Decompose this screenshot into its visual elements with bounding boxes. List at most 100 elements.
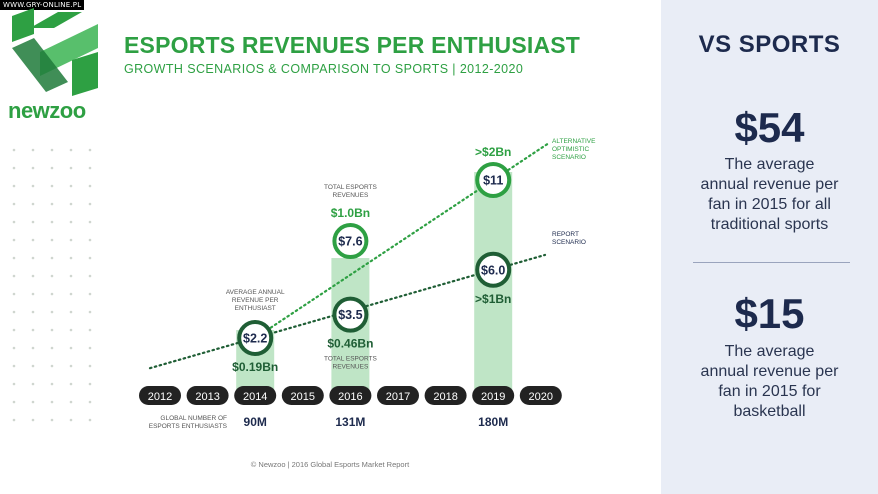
grid-dot (50, 382, 54, 386)
year-pill (186, 386, 229, 405)
grid-dot (69, 148, 73, 152)
grid-dot (12, 418, 16, 422)
report-scenario-label: SCENARIO (552, 239, 586, 246)
side-heading: VS SPORTS (698, 31, 841, 58)
enthusiasts-value: 180M (478, 415, 508, 429)
grid-dot (69, 346, 73, 350)
optimistic-scenario-label: SCENARIO (552, 154, 586, 161)
year-label: 2013 (195, 391, 219, 403)
grid-dot (88, 292, 92, 296)
grid-dot (31, 418, 35, 422)
grid-dot (31, 256, 35, 260)
grid-dot (50, 256, 54, 260)
grid-dot (12, 310, 16, 314)
arpu-annotation: ENTHUSIAST (235, 305, 276, 312)
year-label: 2020 (529, 391, 553, 403)
stat-value-basketball: $15 (734, 290, 805, 337)
enthusiasts-axis-label: GLOBAL NUMBER OF (160, 415, 227, 422)
optimistic-arpu-marker (475, 162, 512, 198)
year-label: 2018 (433, 391, 457, 403)
grid-dot (50, 184, 54, 188)
grid-dot (31, 202, 35, 206)
grid-dot (12, 202, 16, 206)
grid-dot (88, 328, 92, 332)
optimistic-scenario-label: OPTIMISTIC (552, 146, 590, 153)
grid-dot (88, 256, 92, 260)
stat-value-all-sports: $54 (734, 104, 805, 151)
grid-dot (12, 238, 16, 242)
grid-dot (69, 400, 73, 404)
grid-dot (31, 148, 35, 152)
enthusiasts-value: 131M (335, 415, 365, 429)
grid-dot (69, 382, 73, 386)
stat-line: fan in 2015 for all (708, 196, 831, 213)
grid-dot (12, 328, 16, 332)
year-pill (234, 386, 277, 405)
source-footer: © Newzoo | 2016 Global Esports Market Re… (250, 460, 410, 469)
stat-line: annual revenue per (700, 176, 839, 193)
grid-dot (50, 310, 54, 314)
report-revenue-label: $0.19Bn (232, 360, 278, 374)
grid-dot (69, 166, 73, 170)
arpu-annotation: AVERAGE ANNUAL (226, 289, 285, 296)
year-pill (139, 386, 181, 405)
divider (693, 262, 850, 263)
grid-dot (31, 184, 35, 188)
grid-dot (88, 400, 92, 404)
report-arpu-marker-label: $3.5 (338, 308, 362, 322)
stat-line: The average (724, 343, 815, 360)
stat-line: fan in 2015 for (718, 383, 821, 400)
year-label: 2019 (481, 391, 505, 403)
grid-dot (50, 166, 54, 170)
grid-dot (12, 274, 16, 278)
total-revenue-annotation: TOTAL ESPORTS (324, 184, 378, 191)
year-label: 2012 (148, 391, 172, 403)
year-pill (472, 386, 515, 405)
year-label: 2014 (243, 391, 267, 403)
total-revenue-annotation: REVENUES (333, 364, 369, 371)
report-revenue-label: >$1Bn (475, 292, 511, 306)
grid-dot (50, 364, 54, 368)
grid-dot (12, 166, 16, 170)
total-revenue-annotation: TOTAL ESPORTS (324, 356, 378, 363)
report-arpu-marker (237, 320, 274, 356)
grid-dot (88, 238, 92, 242)
grid-dot (88, 184, 92, 188)
grid-dot (69, 220, 73, 224)
year-pill (519, 386, 562, 405)
sports-comparison-panel: VS SPORTS $54 The average annual revenue… (661, 0, 878, 494)
arpu-annotation: REVENUE PER (232, 297, 279, 304)
grid-dot (50, 274, 54, 278)
optimistic-arpu-marker-label: $11 (483, 174, 503, 188)
newzoo-logo-text: newzoo (8, 98, 86, 123)
stat-line: traditional sports (710, 216, 829, 233)
grid-dot (31, 220, 35, 224)
report-scenario-label: REPORT (552, 231, 579, 238)
watermark: WWW.GRY-ONLINE.PL (0, 0, 85, 10)
grid-dot (31, 166, 35, 170)
report-arpu-marker (332, 296, 369, 333)
grid-dot (31, 238, 35, 242)
grid-dot (88, 166, 92, 170)
grid-dot (50, 238, 54, 242)
year-pill (424, 386, 467, 405)
grid-dot (50, 220, 54, 224)
grid-dot (88, 148, 92, 152)
grid-dot (50, 400, 54, 404)
grid-dot (88, 202, 92, 206)
grid-dot (69, 256, 73, 260)
stat-line: The average (724, 156, 815, 173)
grid-dot (31, 382, 35, 386)
grid-dot (31, 400, 35, 404)
grid-dot (50, 202, 54, 206)
report-arpu-marker (475, 251, 512, 288)
grid-dot (12, 346, 16, 350)
report-arpu-marker-label: $2.2 (243, 332, 267, 346)
report-arpu-marker-label: $6.0 (481, 263, 505, 277)
grid-dot (88, 346, 92, 350)
grid-dot (69, 364, 73, 368)
enthusiasts-value: 90M (244, 415, 267, 429)
grid-dot (69, 292, 73, 296)
grid-dot (69, 184, 73, 188)
grid-dot (12, 256, 16, 260)
